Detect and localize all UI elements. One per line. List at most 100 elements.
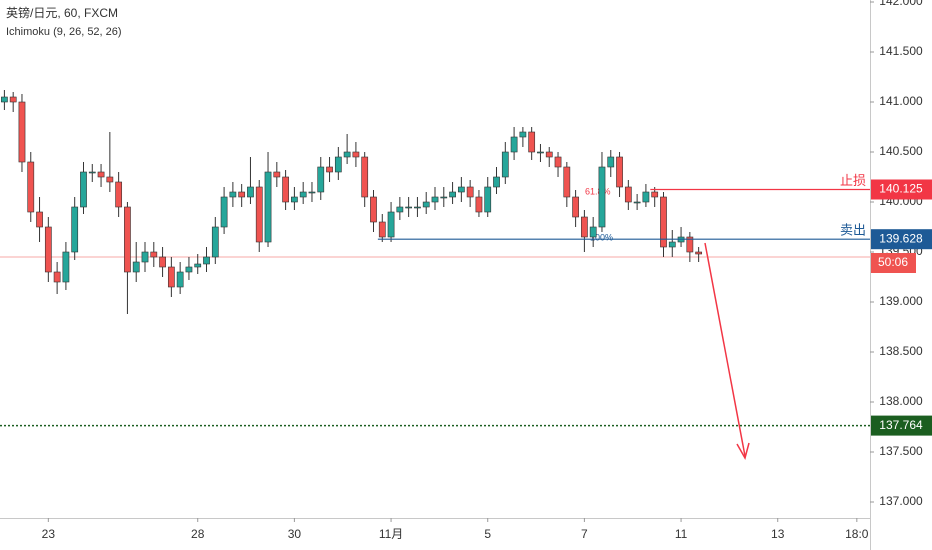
candle-body [598,166,606,228]
candle-body [291,196,298,203]
candle-body [308,191,316,194]
candle-body [159,256,166,268]
candle-body [141,251,149,263]
candle-body [203,256,210,265]
candle-body [282,176,289,203]
candle-body [53,271,61,283]
candle-body [449,191,456,198]
candle-body [71,206,79,253]
candle-body [229,191,237,198]
candle-body [537,151,544,154]
candle-body [255,186,263,243]
candle-body [493,176,500,188]
candle-body [18,101,26,163]
candle-body [334,156,342,173]
candle-body [422,201,430,208]
candle-body [545,151,553,158]
arrow [704,242,746,457]
candle-body [97,171,105,178]
arrow-head [736,442,750,460]
candle-body [80,171,87,208]
x-tick-label: 11 [675,527,688,541]
candle-body [264,171,272,243]
candle-body [414,206,421,209]
candle-body [1,96,8,103]
candle-body [106,176,114,183]
indicator-label: Ichimoku (9, 26, 52, 26) [6,26,122,38]
candle-body [44,226,52,273]
candle-body [220,196,228,228]
candle-body [695,251,703,255]
candle-body [352,151,360,158]
price-box [871,229,932,250]
fib-label: 100% [590,232,613,242]
candle-body [528,131,536,153]
x-tick-label: 23 [42,527,56,541]
candle-body [624,186,632,203]
candle-body [589,226,597,238]
candle-body [132,261,140,273]
price-box-label: 137.764 [879,418,923,432]
candle-body [9,96,17,103]
candle-body [633,201,641,204]
candle-body [370,196,377,223]
candle-body [326,166,333,173]
x-tick-label: 11月 [379,527,403,541]
price-box [871,179,932,200]
candle-body [466,186,474,198]
candle-body [668,241,676,248]
candle-body [405,206,413,209]
candle-body [686,236,694,253]
candle-body [185,266,193,273]
candle-body [554,156,562,168]
candle-body [396,206,404,213]
y-tick-label: 141.000 [879,94,923,108]
candle-body [150,251,158,258]
x-tick-label: 18:0 [845,527,869,541]
level-name: 卖出 [840,223,866,238]
candle-body [211,226,219,258]
price-box-label: 139.628 [879,231,923,245]
y-tick-label: 138.500 [879,344,923,358]
candle-body [572,196,579,218]
y-tick-label: 137.500 [879,444,923,458]
y-tick-label: 141.500 [879,44,923,58]
candle-body [642,191,650,203]
candle-body [238,191,246,198]
x-tick-label: 13 [771,527,785,541]
candle-body [457,186,465,193]
chart-title: 英镑/日元, 60, FXCM [6,5,118,20]
y-tick-label: 142.000 [879,0,923,8]
y-tick-label: 137.000 [879,494,923,508]
x-tick-label: 30 [288,527,302,541]
candle-body [484,186,492,213]
countdown-label: 50:06 [878,255,908,269]
x-tick-label: 5 [484,527,491,541]
candle-body [440,196,448,199]
candle-body [519,131,527,138]
y-tick-label: 138.000 [879,394,923,408]
candle-body [510,136,518,153]
candle-body [247,186,254,198]
candle-body [343,151,351,158]
level-name: 止损 [840,173,866,188]
fib-label: 61.8% [585,186,611,196]
candle-body [361,156,369,198]
candle-body [194,263,202,268]
candle-body [273,171,281,178]
countdown-box [871,253,916,273]
price-box [871,415,932,436]
candle-body [501,151,509,178]
candle-body [36,211,43,228]
candle-body [581,216,588,238]
candle-body [176,271,184,288]
candle-body [62,251,70,283]
y-tick-label: 140.500 [879,144,923,158]
candle-body [475,196,483,213]
candle-body [88,171,96,174]
y-tick-label: 139.000 [879,294,923,308]
candle-body [387,211,395,238]
candle-body [115,181,123,208]
candle-body [378,221,386,238]
